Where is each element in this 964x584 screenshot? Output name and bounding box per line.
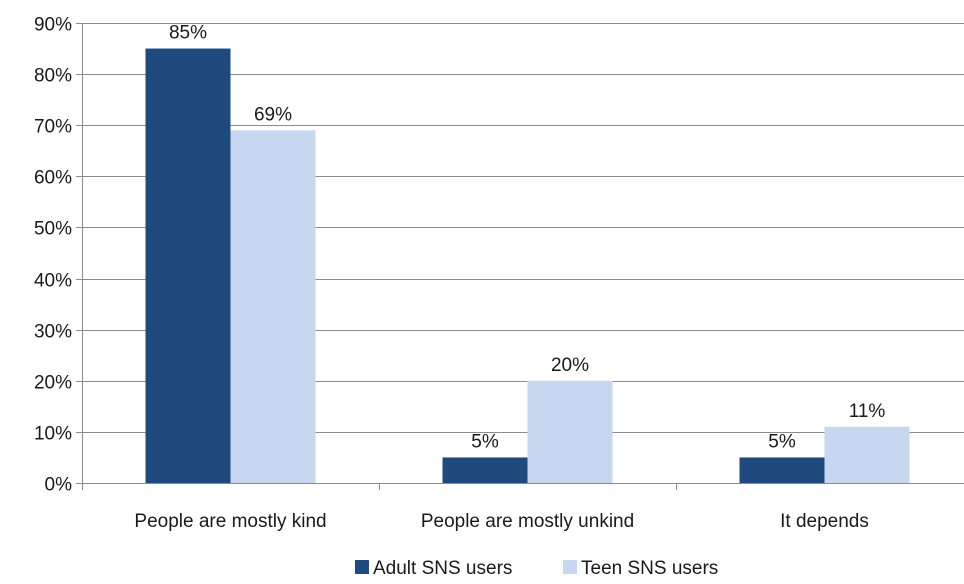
y-tick-label: 0%: [45, 475, 73, 496]
data-label: 85%: [169, 23, 207, 44]
data-label: 69%: [254, 104, 292, 125]
legend: Adult SNS users Teen SNS users: [355, 558, 718, 579]
y-tick-label: 10%: [34, 424, 72, 445]
axes: 0% 10% 20% 30% 40% 50% 60% 70% 80% 90% People are …: [34, 15, 964, 532]
y-tick-label: 40%: [34, 271, 72, 292]
bar: [824, 426, 910, 483]
bar: [442, 457, 528, 483]
legend-swatch: [355, 560, 369, 574]
bar: [527, 380, 613, 483]
data-label: 11%: [849, 401, 886, 422]
x-tick-label: People are mostly kind: [134, 511, 326, 532]
x-tick-label: People are mostly unkind: [421, 511, 634, 532]
bar: [230, 130, 316, 484]
y-tick-label: 50%: [34, 219, 72, 240]
y-tick-label: 30%: [34, 322, 72, 343]
legend-swatch: [563, 560, 577, 574]
legend-label: Adult SNS users: [373, 558, 512, 579]
y-tick-label: 20%: [34, 373, 72, 394]
data-label: 5%: [768, 431, 796, 452]
legend-label: Teen SNS users: [581, 558, 718, 579]
bar: [739, 457, 825, 483]
data-label: 20%: [551, 355, 589, 376]
data-labels: 85% 69% 5% 20% 5% 11%: [169, 23, 885, 453]
y-tick-label: 70%: [34, 117, 72, 138]
x-tick-label: It depends: [780, 511, 869, 532]
y-tick-label: 60%: [34, 168, 72, 189]
bar: [145, 48, 231, 484]
bars: [145, 48, 910, 484]
data-label: 5%: [471, 431, 499, 452]
y-tick-label: 90%: [34, 15, 72, 36]
y-tick-label: 80%: [34, 66, 72, 87]
